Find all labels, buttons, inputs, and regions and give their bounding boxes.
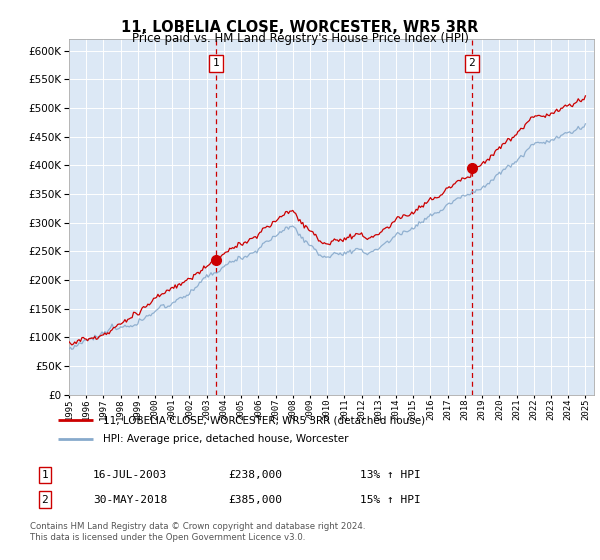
Text: This data is licensed under the Open Government Licence v3.0.: This data is licensed under the Open Gov…: [30, 533, 305, 542]
Text: 30-MAY-2018: 30-MAY-2018: [93, 494, 167, 505]
Text: 1: 1: [41, 470, 49, 480]
Text: £238,000: £238,000: [228, 470, 282, 480]
Text: HPI: Average price, detached house, Worcester: HPI: Average price, detached house, Worc…: [103, 435, 349, 445]
Text: 16-JUL-2003: 16-JUL-2003: [93, 470, 167, 480]
Text: 11, LOBELIA CLOSE, WORCESTER, WR5 3RR (detached house): 11, LOBELIA CLOSE, WORCESTER, WR5 3RR (d…: [103, 415, 425, 425]
Text: 15% ↑ HPI: 15% ↑ HPI: [360, 494, 421, 505]
Text: £385,000: £385,000: [228, 494, 282, 505]
Text: Price paid vs. HM Land Registry's House Price Index (HPI): Price paid vs. HM Land Registry's House …: [131, 32, 469, 45]
Text: Contains HM Land Registry data © Crown copyright and database right 2024.: Contains HM Land Registry data © Crown c…: [30, 522, 365, 531]
Text: 13% ↑ HPI: 13% ↑ HPI: [360, 470, 421, 480]
Text: 11, LOBELIA CLOSE, WORCESTER, WR5 3RR: 11, LOBELIA CLOSE, WORCESTER, WR5 3RR: [121, 20, 479, 35]
Text: 2: 2: [469, 58, 475, 68]
Text: 1: 1: [212, 58, 220, 68]
Text: 2: 2: [41, 494, 49, 505]
